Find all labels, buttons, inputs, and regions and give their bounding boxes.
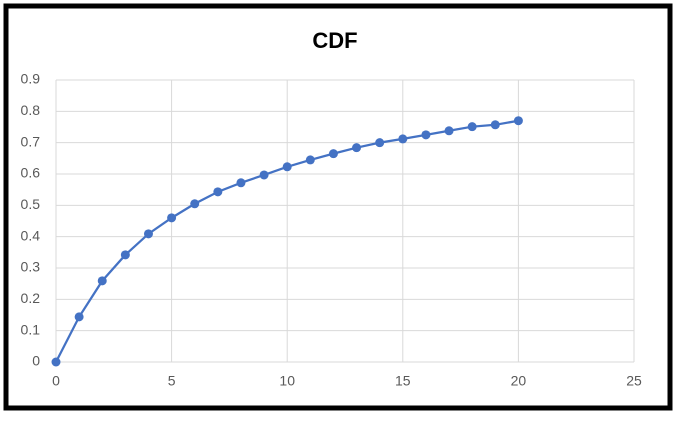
y-tick-label: 0.8 bbox=[21, 102, 41, 118]
data-point bbox=[190, 199, 200, 209]
chart-title: CDF bbox=[312, 28, 357, 53]
y-tick-label: 0.4 bbox=[21, 227, 41, 243]
data-point bbox=[513, 116, 523, 126]
data-point bbox=[74, 312, 84, 322]
y-tick-label: 0.3 bbox=[21, 259, 41, 275]
data-point bbox=[213, 187, 223, 197]
data-point bbox=[282, 162, 292, 172]
y-tick-label: 0.9 bbox=[21, 71, 41, 87]
data-point bbox=[167, 213, 177, 223]
data-point bbox=[236, 178, 246, 188]
data-point bbox=[259, 170, 269, 180]
data-point bbox=[490, 120, 500, 130]
data-point bbox=[375, 138, 385, 148]
data-point bbox=[398, 134, 408, 144]
x-tick-label: 25 bbox=[626, 373, 642, 389]
y-tick-label: 0.2 bbox=[21, 290, 41, 306]
y-tick-label: 0 bbox=[32, 353, 40, 369]
y-tick-label: 0.5 bbox=[21, 196, 41, 212]
data-point bbox=[352, 143, 362, 153]
data-point bbox=[120, 250, 130, 260]
data-point bbox=[97, 276, 107, 286]
data-point bbox=[143, 229, 153, 239]
x-tick-label: 15 bbox=[395, 373, 411, 389]
frame bbox=[3, 3, 673, 411]
data-point bbox=[328, 149, 338, 159]
data-point bbox=[305, 155, 315, 165]
y-tick-label: 0.6 bbox=[21, 165, 41, 181]
y-tick-label: 0.7 bbox=[21, 133, 41, 149]
x-tick-label: 10 bbox=[279, 373, 295, 389]
x-tick-label: 5 bbox=[168, 373, 176, 389]
data-point bbox=[421, 130, 431, 140]
y-tick-label: 0.1 bbox=[21, 321, 41, 337]
data-point bbox=[444, 126, 454, 136]
data-point bbox=[51, 357, 61, 367]
x-tick-label: 20 bbox=[511, 373, 527, 389]
x-tick-label: 0 bbox=[52, 373, 60, 389]
data-point bbox=[467, 122, 477, 132]
